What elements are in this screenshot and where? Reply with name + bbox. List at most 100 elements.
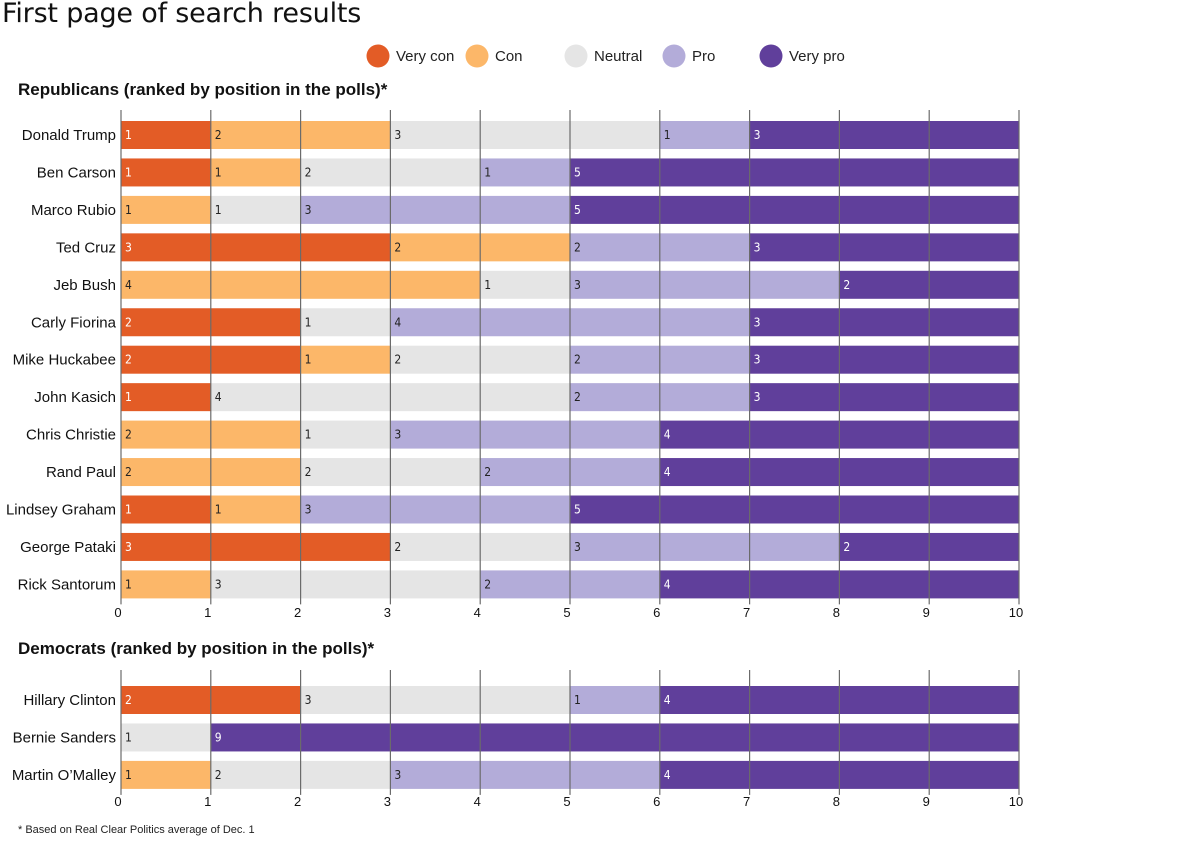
segment-value-label: 3 — [754, 390, 761, 404]
legend-swatch-con — [465, 44, 489, 68]
row-label: John Kasich — [34, 389, 116, 406]
segment-value-label: 1 — [125, 203, 132, 217]
bar-segment-very-pro — [749, 383, 1019, 412]
x-tick-label: 2 — [294, 605, 301, 620]
segment-value-label: 2 — [484, 577, 491, 591]
segment-value-label: 2 — [574, 390, 581, 404]
x-tick-label: 3 — [384, 605, 391, 620]
x-tick-label: 5 — [563, 794, 570, 809]
row-label: Chris Christie — [26, 427, 116, 444]
legend-label-very-pro: Very pro — [789, 48, 845, 65]
bar-segment-con — [210, 158, 301, 187]
segment-value-label: 1 — [125, 390, 132, 404]
segment-value-label: 1 — [574, 693, 581, 707]
bar-segment-very-con — [121, 495, 211, 524]
segment-value-label: 2 — [125, 465, 132, 479]
x-tick-label: 6 — [653, 605, 660, 620]
segment-value-label: 1 — [125, 577, 132, 591]
bar-segment-pro — [480, 158, 570, 187]
legend-label-con: Con — [495, 48, 523, 65]
x-tick-label: 1 — [204, 794, 211, 809]
bar-segment-pro — [390, 760, 660, 789]
segment-value-label: 4 — [125, 278, 132, 292]
bar-segment-very-pro — [570, 158, 1019, 187]
segment-value-label: 2 — [394, 540, 401, 554]
segment-value-label: 2 — [574, 353, 581, 367]
x-tick-label: 4 — [474, 605, 481, 620]
legend-swatch-very-con — [366, 44, 390, 68]
bar-segment-very-pro — [749, 345, 1019, 374]
bar-segment-neutral — [121, 723, 211, 752]
bar-segment-pro — [300, 495, 570, 524]
legend-swatch-very-pro — [759, 44, 783, 68]
segment-value-label: 3 — [125, 240, 132, 254]
bar-segment-very-pro — [749, 233, 1019, 262]
segment-value-label: 2 — [215, 128, 222, 142]
x-tick-label: 6 — [653, 794, 660, 809]
segment-value-label: 2 — [394, 353, 401, 367]
segment-value-label: 1 — [125, 730, 132, 744]
segment-value-label: 1 — [215, 203, 222, 217]
segment-value-label: 3 — [305, 693, 312, 707]
legend-label-pro: Pro — [692, 48, 715, 65]
segment-value-label: 2 — [215, 768, 222, 782]
segment-value-label: 2 — [305, 465, 312, 479]
footnote: * Based on Real Clear Politics average o… — [18, 824, 255, 836]
segment-value-label: 2 — [125, 428, 132, 442]
row-label: Jeb Bush — [53, 277, 116, 294]
bar-segment-pro — [659, 121, 750, 149]
legend-swatch-neutral — [564, 44, 588, 68]
segment-value-label: 1 — [125, 128, 132, 142]
segment-value-label: 1 — [484, 165, 491, 179]
row-label: Rick Santorum — [18, 576, 116, 593]
bar-segment-con — [121, 195, 211, 224]
segment-value-label: 4 — [664, 577, 671, 591]
legend-swatch-pro — [662, 44, 686, 68]
segment-value-label: 3 — [305, 203, 312, 217]
row-label: Ted Cruz — [56, 239, 116, 256]
bar-segment-very-pro — [749, 308, 1019, 337]
segment-value-label: 2 — [394, 240, 401, 254]
segment-value-label: 3 — [754, 353, 761, 367]
segment-value-label: 3 — [574, 540, 581, 554]
segment-value-label: 4 — [664, 465, 671, 479]
x-tick-label: 0 — [114, 605, 121, 620]
segment-value-label: 1 — [215, 503, 222, 517]
bar-segment-very-pro — [749, 121, 1019, 149]
bar-segment-neutral — [300, 308, 391, 337]
row-label: Carly Fiorina — [31, 314, 117, 331]
x-tick-label: 5 — [563, 605, 570, 620]
segment-value-label: 3 — [574, 278, 581, 292]
segment-value-label: 5 — [574, 203, 581, 217]
segment-value-label: 3 — [394, 128, 401, 142]
segment-value-label: 2 — [843, 278, 850, 292]
bar-segment-very-pro — [570, 195, 1019, 224]
segment-value-label: 3 — [754, 315, 761, 329]
bar-segment-con — [121, 570, 211, 599]
bar-segment-very-con — [121, 233, 391, 262]
bar-segment-very-con — [121, 532, 391, 561]
segment-value-label: 1 — [305, 315, 312, 329]
row-label: Mike Huckabee — [13, 352, 116, 369]
segment-value-label: 1 — [305, 428, 312, 442]
bar-segment-neutral — [390, 121, 660, 149]
segment-value-label: 4 — [664, 693, 671, 707]
x-tick-label: 4 — [474, 794, 481, 809]
x-tick-label: 10 — [1009, 794, 1023, 809]
segment-value-label: 1 — [125, 768, 132, 782]
segment-value-label: 2 — [125, 353, 132, 367]
segment-value-label: 2 — [125, 315, 132, 329]
bar-segment-con — [210, 495, 301, 524]
bar-segment-very-con — [121, 383, 211, 412]
bar-segment-neutral — [300, 420, 391, 449]
segment-value-label: 3 — [125, 540, 132, 554]
x-tick-label: 9 — [923, 794, 930, 809]
x-tick-label: 8 — [833, 794, 840, 809]
x-tick-label: 3 — [384, 794, 391, 809]
bar-segment-neutral — [300, 686, 570, 714]
bar-segment-pro — [570, 686, 660, 714]
segment-value-label: 2 — [125, 693, 132, 707]
x-tick-label: 10 — [1009, 605, 1023, 620]
segment-value-label: 4 — [215, 390, 222, 404]
segment-value-label: 1 — [125, 503, 132, 517]
